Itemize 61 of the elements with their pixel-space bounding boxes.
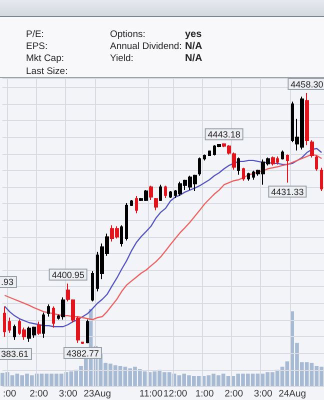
- annotation: 4443.18: [208, 130, 240, 140]
- x-tick-label: :00: [2, 388, 16, 400]
- candlestick: [42, 312, 45, 338]
- candlestick: [208, 150, 211, 156]
- candlestick: [86, 319, 89, 344]
- x-tick-label: 3:00: [254, 388, 272, 400]
- candlestick: [130, 200, 133, 206]
- x-tick-label: 3:00: [58, 388, 78, 400]
- candlestick: [198, 156, 201, 176]
- candlestick: [232, 152, 236, 170]
- candlestick: [8, 317, 11, 334]
- annotation: 4400.95: [52, 270, 84, 280]
- candlestick: [120, 224, 123, 248]
- candlestick: [169, 190, 172, 199]
- x-tick-label: 2:00: [30, 388, 48, 400]
- text: yes: [185, 29, 202, 40]
- candlestick: [3, 306, 6, 338]
- text: Yield:: [110, 53, 134, 64]
- candlestick: [310, 140, 314, 158]
- candlestick: [135, 196, 138, 214]
- candlestick: [91, 270, 94, 302]
- candlestick: [237, 156, 240, 176]
- candlestick: [125, 202, 128, 242]
- candlestick: [315, 154, 318, 172]
- annotation: 4431.33: [271, 187, 304, 198]
- candlestick: [242, 167, 245, 182]
- text: N/A: [185, 53, 202, 64]
- candlestick: [164, 185, 167, 199]
- x-tick-label: 24Aug: [278, 388, 306, 400]
- candlestick: [81, 341, 84, 344]
- x-tick-label: 11:00: [139, 388, 162, 400]
- candlestick: [149, 185, 153, 201]
- candlestick: [247, 172, 250, 182]
- candlestick: [271, 156, 275, 166]
- candlestick: [281, 150, 284, 160]
- x-tick-label: 23Aug: [84, 388, 112, 400]
- annotation: 4458.30: [290, 80, 324, 90]
- candlestick: [47, 304, 50, 318]
- candlestick: [286, 154, 289, 184]
- text: N/A: [185, 41, 202, 52]
- text: P/E:: [26, 29, 44, 40]
- candlestick: [37, 321, 41, 336]
- x-tick-label: 2:00: [224, 388, 244, 400]
- annotation: 383.61: [0, 348, 32, 360]
- candlestick: [13, 324, 16, 340]
- x-tick-label: 1:00: [195, 388, 214, 400]
- candlestick: [305, 92, 309, 146]
- candlestick: [61, 296, 65, 320]
- text: Last Size:: [26, 66, 68, 77]
- annotation: .93: [0, 276, 17, 288]
- candlestick: [320, 167, 323, 192]
- text: EPS:: [26, 41, 48, 52]
- candlestick: [203, 154, 206, 161]
- x-tick-label: 12:00: [163, 388, 188, 400]
- text: Annual Dividend:: [110, 41, 182, 52]
- text: Options:: [110, 29, 146, 40]
- text: Mkt Cap:: [26, 53, 64, 64]
- candlestick: [52, 306, 55, 328]
- annotation: 4382.77: [66, 348, 99, 358]
- candlestick: [154, 198, 158, 211]
- candlestick: [159, 184, 162, 202]
